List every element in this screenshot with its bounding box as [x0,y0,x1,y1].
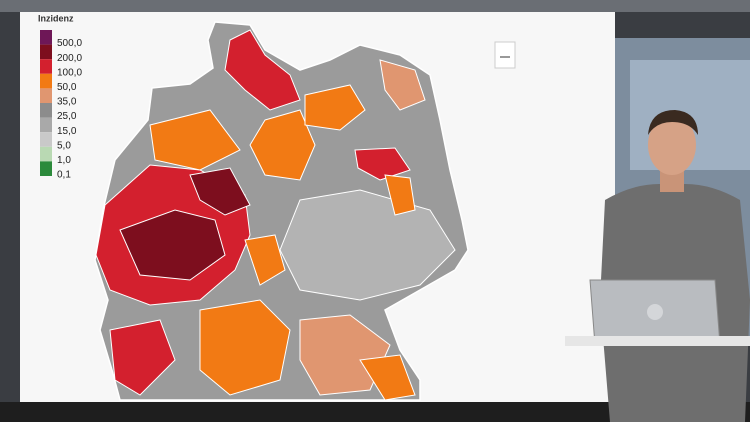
region-red [354,147,411,181]
region-light [279,189,456,301]
legend-swatch [40,44,52,60]
legend-swatch [40,132,52,147]
legend: Inzidenz 500,0 200,0 100,0 50,0 35,0 25,0 15,0… [38,13,82,180]
region-orange [149,109,241,171]
region-red [224,29,301,111]
region-orange [384,174,416,216]
zoom-control[interactable] [494,41,516,69]
region-dark [119,209,226,281]
legend-swatch [40,146,52,162]
legend-label: 35,0 [57,97,77,108]
region-orange [199,299,291,396]
region-salmon [299,314,391,396]
legend-swatch [40,161,52,176]
presenter [565,110,750,422]
legend-swatch [40,88,52,103]
legend-label: 0,1 [57,170,71,181]
legend-label: 15,0 [57,126,77,137]
legend-swatch [40,117,52,133]
legend-title: Inzidenz [38,13,74,23]
legend-label: 100,0 [57,67,82,78]
legend-label: 500,0 [57,38,82,49]
region-orange [304,84,366,131]
region-dark [189,167,251,216]
legend-label: 200,0 [57,53,82,64]
legend-label: 25,0 [57,111,77,122]
region-red [109,319,176,396]
legend-label: 50,0 [57,82,77,93]
legend-label: 1,0 [57,155,71,166]
desk [565,336,750,346]
legend-swatch [40,30,52,45]
region-salmon [379,59,426,111]
legend-swatch [40,73,52,89]
region-orange [244,234,286,286]
ceiling-strip [0,0,750,12]
presenter-hair [648,110,698,135]
region-orange [249,109,316,181]
laptop-logo [647,304,663,320]
legend-swatch [40,59,52,74]
map [94,21,469,401]
legend-label: 5,0 [57,140,71,151]
region-orange [359,354,416,401]
floor [0,402,750,422]
legend-swatch [40,103,52,118]
presenter-head [648,115,696,175]
